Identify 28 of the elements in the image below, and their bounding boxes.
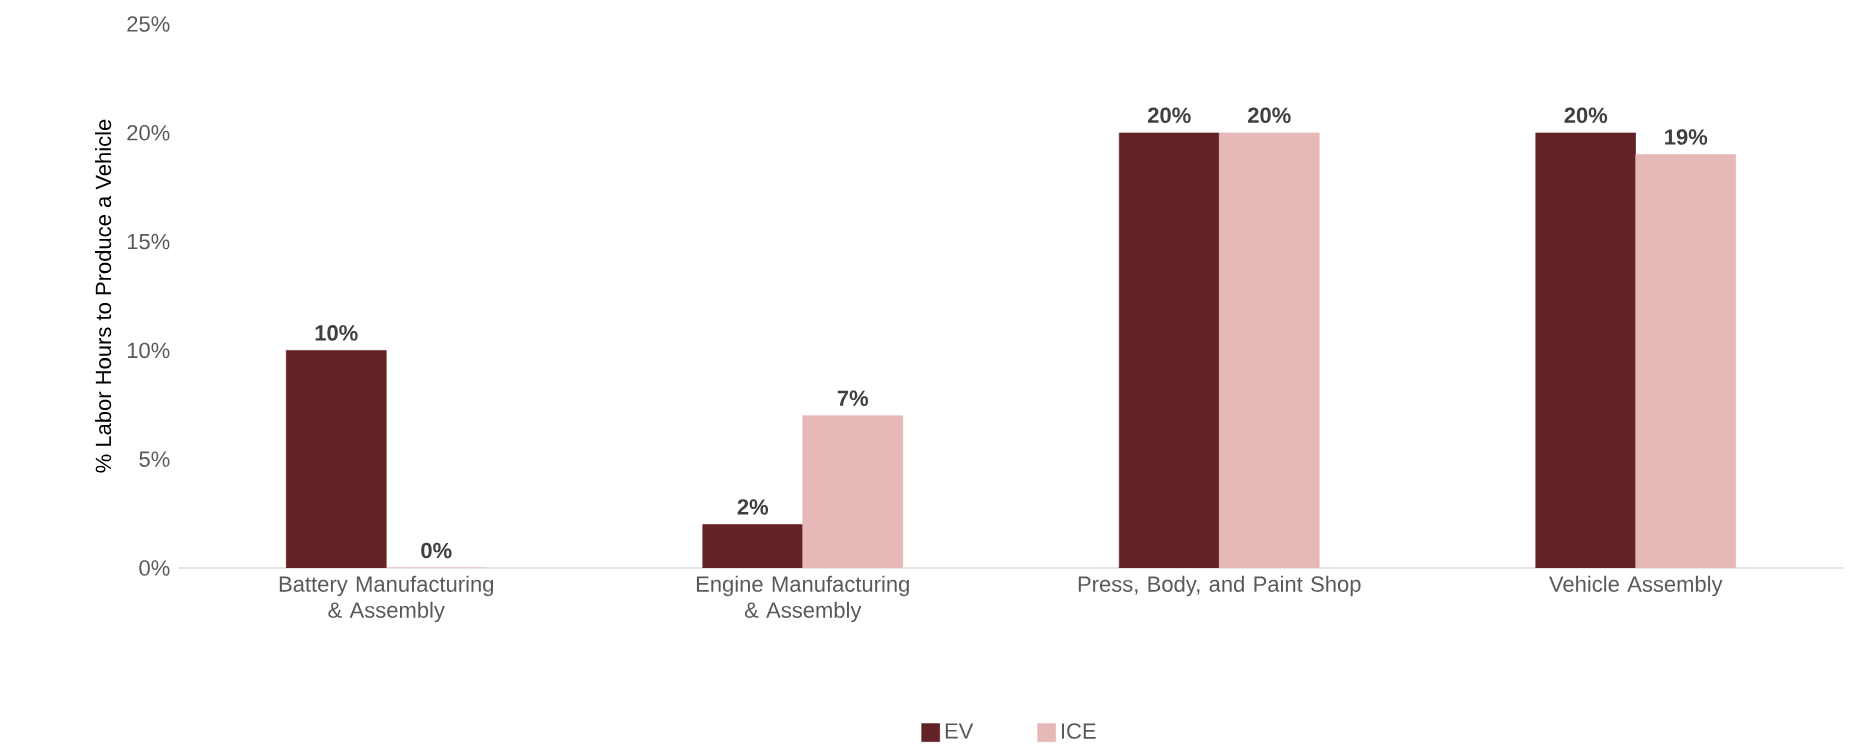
bar xyxy=(1218,132,1320,569)
y-tick-label: 25% xyxy=(127,16,170,32)
bar xyxy=(285,350,387,569)
y-tick-label: 5% xyxy=(139,451,170,467)
x-tick-label: Press, Body, and Paint Shop xyxy=(1078,575,1361,597)
data-label: 10% xyxy=(315,325,358,341)
bar xyxy=(802,415,904,569)
y-tick-label: 0% xyxy=(139,560,170,576)
data-label: 2% xyxy=(737,499,769,515)
x-tick-label: Battery Manufacturing & Assembly xyxy=(279,575,494,623)
data-label: 20% xyxy=(1248,107,1291,124)
y-axis-title: % Labor Hours to Produce a Vehicle xyxy=(95,119,112,473)
data-label: 0% xyxy=(421,542,452,559)
x-tick-label: Vehicle Assembly xyxy=(1549,575,1723,597)
legend-label: EV xyxy=(945,723,974,739)
bar xyxy=(1635,154,1737,569)
x-tick-label: Engine Manufacturing & Assembly xyxy=(696,575,909,623)
y-tick-label: 15% xyxy=(127,233,170,250)
data-label: 20% xyxy=(1148,107,1191,124)
y-tick-label: 20% xyxy=(127,125,170,141)
bar xyxy=(702,524,804,569)
bar xyxy=(1535,132,1637,569)
data-label: 20% xyxy=(1564,107,1608,124)
data-label: 7% xyxy=(837,390,869,406)
legend-label: ICE xyxy=(1061,723,1096,739)
bar xyxy=(1118,132,1220,569)
y-tick-label: 10% xyxy=(127,342,170,359)
data-label: 19% xyxy=(1665,129,1708,145)
